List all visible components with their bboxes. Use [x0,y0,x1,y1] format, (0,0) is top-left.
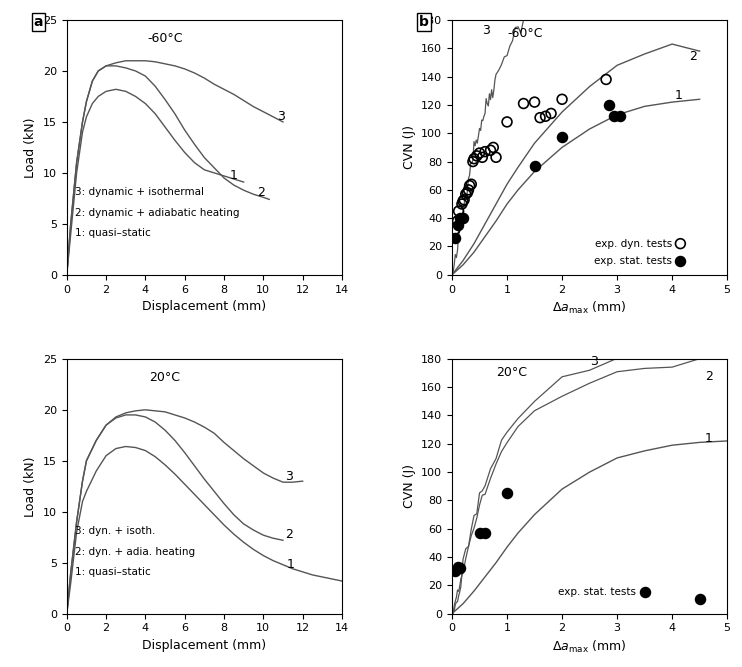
Text: 3: 3 [482,24,490,37]
Text: 2: 2 [257,186,266,199]
Text: 3: 3 [277,110,285,123]
Point [457,213,469,223]
Text: -60°C: -60°C [507,27,542,40]
Point [457,196,469,207]
Text: 1: 1 [705,432,713,446]
Point [603,99,615,110]
Point [534,112,546,123]
Point [471,151,483,161]
Text: 2: 2 [285,528,293,541]
Text: 20°C: 20°C [496,366,527,379]
Point [449,566,461,576]
Text: exp. dyn. tests: exp. dyn. tests [595,239,672,249]
Point [556,94,568,105]
Point [467,156,479,167]
Text: 1: 1 [287,558,295,571]
Point [528,97,540,107]
Point [476,152,488,163]
Point [556,132,568,143]
Point [453,205,464,216]
Point [545,108,557,119]
Point [452,562,464,572]
Text: 2: dynamic + adiabatic heating: 2: dynamic + adiabatic heating [75,207,239,217]
Point [454,213,466,223]
Y-axis label: CVN (J): CVN (J) [403,125,416,169]
X-axis label: Displacement (mm): Displacement (mm) [142,300,266,313]
Text: exp. stat. tests: exp. stat. tests [594,255,672,265]
X-axis label: $\Delta a_{\mathrm{max}}$ (mm): $\Delta a_{\mathrm{max}}$ (mm) [552,300,627,316]
Point [674,255,686,266]
Point [456,199,468,209]
Point [674,238,686,249]
Text: 2: dyn. + adia. heating: 2: dyn. + adia. heating [75,546,194,556]
Point [462,187,473,198]
Point [452,220,464,231]
Point [449,224,461,235]
Text: 1: quasi–static: 1: quasi–static [75,228,151,238]
Point [485,145,496,155]
Text: 3: dynamic + isothermal: 3: dynamic + isothermal [75,187,203,197]
Point [473,147,485,158]
Text: 1: 1 [675,89,683,102]
Point [452,215,464,226]
Point [462,185,474,195]
Point [608,111,620,121]
X-axis label: $\Delta a_{\mathrm{max}}$ (mm): $\Delta a_{\mathrm{max}}$ (mm) [552,639,627,655]
Point [600,74,612,85]
Point [454,563,466,574]
Text: 20°C: 20°C [150,372,180,384]
Text: b: b [419,15,429,29]
Point [465,179,477,189]
Text: 3: 3 [590,355,597,368]
Point [479,528,491,538]
Text: 1: quasi–static: 1: quasi–static [75,567,151,577]
X-axis label: Displacement (mm): Displacement (mm) [142,639,266,652]
Point [639,587,651,598]
Point [458,195,470,205]
Point [473,528,485,538]
Point [518,98,530,109]
Point [528,161,540,171]
Point [479,146,491,157]
Point [539,111,551,121]
Point [501,117,513,127]
Text: exp. stat. tests: exp. stat. tests [559,588,637,598]
Point [460,189,472,199]
Y-axis label: CVN (J): CVN (J) [403,464,416,508]
Y-axis label: Load (kN): Load (kN) [24,117,37,177]
Point [614,111,626,121]
Text: 1: 1 [230,169,237,182]
Point [464,180,476,191]
Text: 3: 3 [285,470,293,483]
Text: a: a [34,15,43,29]
Point [490,152,502,163]
Y-axis label: Load (kN): Load (kN) [24,456,37,516]
Point [501,488,513,499]
Text: 3: dyn. + isoth.: 3: dyn. + isoth. [75,526,155,536]
Point [468,153,480,164]
Point [487,142,499,153]
Text: 2: 2 [705,370,713,383]
Text: 2: 2 [689,49,697,63]
Text: -60°C: -60°C [148,33,183,45]
Point [694,594,706,605]
Point [449,233,461,243]
